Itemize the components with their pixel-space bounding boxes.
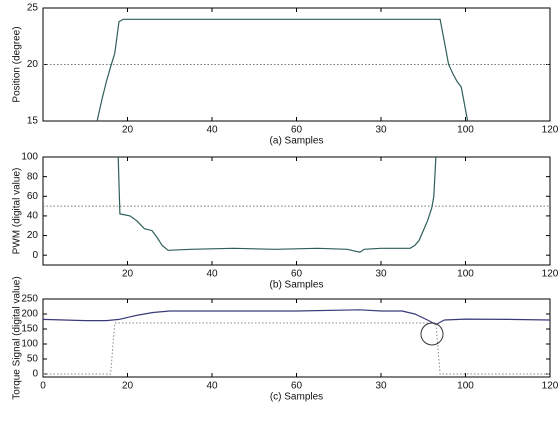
y-tick-label: 0 <box>32 250 38 261</box>
y-tick-label: 25 <box>27 3 39 14</box>
y-tick-label: 150 <box>21 324 38 335</box>
x-tick-label: 120 <box>542 269 559 280</box>
x-tick-label: 20 <box>122 269 134 280</box>
y-tick-label: 15 <box>27 116 39 127</box>
x-tick-label: 20 <box>122 381 134 392</box>
x-axis-label: (a) Samples <box>270 136 324 147</box>
x-axis-label: (b) Samples <box>270 280 324 291</box>
y-tick-label: 60 <box>27 191 39 202</box>
data-line <box>43 322 550 375</box>
y-tick-label: 0 <box>32 369 38 380</box>
x-tick-label: 120 <box>542 125 559 136</box>
y-tick-label: 50 <box>27 354 39 365</box>
x-tick-label: 100 <box>457 125 474 136</box>
x-tick-label: 60 <box>291 269 303 280</box>
data-line <box>43 309 550 326</box>
plot-area <box>42 298 551 378</box>
y-axis-label: Torque Signal (digital value) <box>12 276 23 399</box>
x-tick-label: 100 <box>457 381 474 392</box>
y-tick-label: 200 <box>21 309 38 320</box>
plot-area <box>42 156 551 266</box>
x-tick-label: 0 <box>40 381 46 392</box>
x-tick-label: 40 <box>206 269 218 280</box>
x-tick-label: 20 <box>122 125 134 136</box>
data-line <box>96 18 469 121</box>
x-tick-label: 40 <box>206 125 218 136</box>
y-tick-label: 100 <box>21 339 38 350</box>
y-tick-label: 20 <box>27 230 39 241</box>
x-tick-label: 100 <box>457 269 474 280</box>
x-tick-label: 30 <box>375 125 387 136</box>
x-tick-label: 60 <box>291 125 303 136</box>
y-axis-label: PWM (digital value) <box>12 168 23 255</box>
x-axis-label: (c) Samples <box>270 392 323 403</box>
y-tick-label: 20 <box>27 59 39 70</box>
y-tick-label: 100 <box>21 152 38 163</box>
highlight-circle <box>420 322 444 346</box>
x-tick-label: 40 <box>206 381 218 392</box>
x-tick-label: 60 <box>291 381 303 392</box>
data-line <box>117 157 437 253</box>
y-tick-label: 250 <box>21 294 38 305</box>
x-tick-label: 120 <box>542 381 559 392</box>
x-tick-label: 30 <box>375 269 387 280</box>
y-axis-label: Position (degree) <box>12 26 23 102</box>
y-tick-label: 80 <box>27 171 39 182</box>
x-tick-label: 30 <box>375 381 387 392</box>
y-tick-label: 40 <box>27 211 39 222</box>
